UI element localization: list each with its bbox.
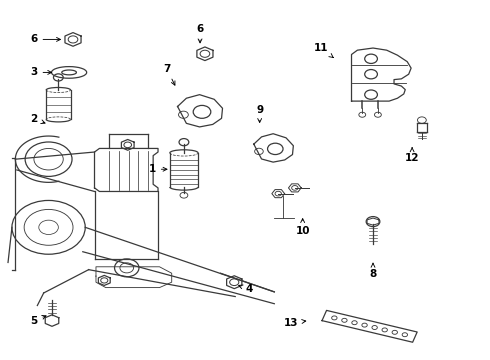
Text: 9: 9	[256, 105, 263, 122]
Text: 10: 10	[295, 219, 310, 236]
Text: 11: 11	[314, 43, 333, 58]
Text: 5: 5	[30, 315, 46, 325]
Text: 3: 3	[30, 67, 51, 77]
Text: 7: 7	[163, 64, 175, 85]
Text: 6: 6	[196, 24, 204, 43]
Text: 1: 1	[148, 164, 167, 174]
Text: 4: 4	[239, 284, 253, 294]
Text: 12: 12	[405, 148, 419, 163]
Text: 13: 13	[284, 318, 306, 328]
Text: 8: 8	[369, 263, 377, 279]
Text: 6: 6	[30, 35, 60, 44]
Text: 2: 2	[30, 114, 45, 124]
